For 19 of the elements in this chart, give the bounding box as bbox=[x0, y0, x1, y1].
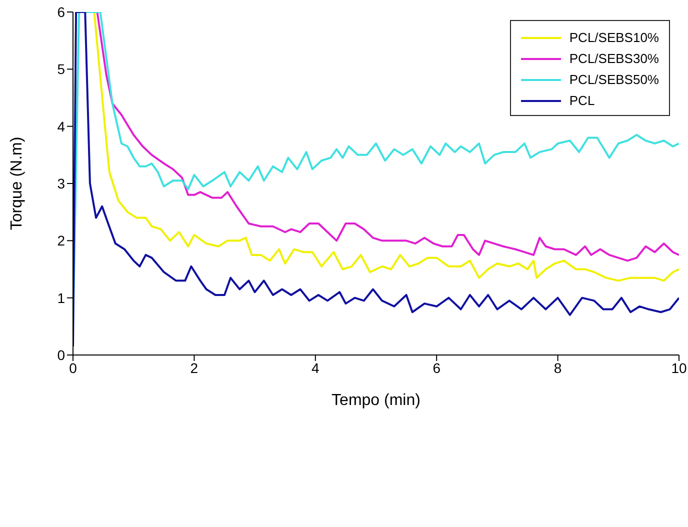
y-tick-label: 4 bbox=[57, 118, 66, 134]
y-tick-label: 2 bbox=[57, 232, 66, 249]
legend-label: PCL bbox=[569, 93, 595, 108]
y-tick-label: 5 bbox=[57, 61, 66, 78]
legend-label: PCL/SEBS50% bbox=[569, 72, 659, 87]
legend-label: PCL/SEBS30% bbox=[569, 51, 659, 66]
x-tick-label: 6 bbox=[432, 360, 441, 376]
y-tick-label: 6 bbox=[57, 4, 66, 20]
x-tick-label: 8 bbox=[554, 360, 562, 376]
x-tick-label: 4 bbox=[312, 360, 320, 376]
x-tick-label: 2 bbox=[190, 360, 198, 376]
y-tick-label: 3 bbox=[57, 175, 66, 192]
y-tick-label: 1 bbox=[57, 290, 66, 306]
legend-label: PCL/SEBS10% bbox=[569, 30, 659, 45]
x-axis-title: Tempo (min) bbox=[332, 392, 420, 409]
x-tick-label: 10 bbox=[671, 360, 687, 376]
y-tick-label: 0 bbox=[57, 346, 66, 363]
y-axis-title: Torque (N.m) bbox=[8, 136, 26, 230]
x-tick-label: 0 bbox=[69, 360, 78, 376]
